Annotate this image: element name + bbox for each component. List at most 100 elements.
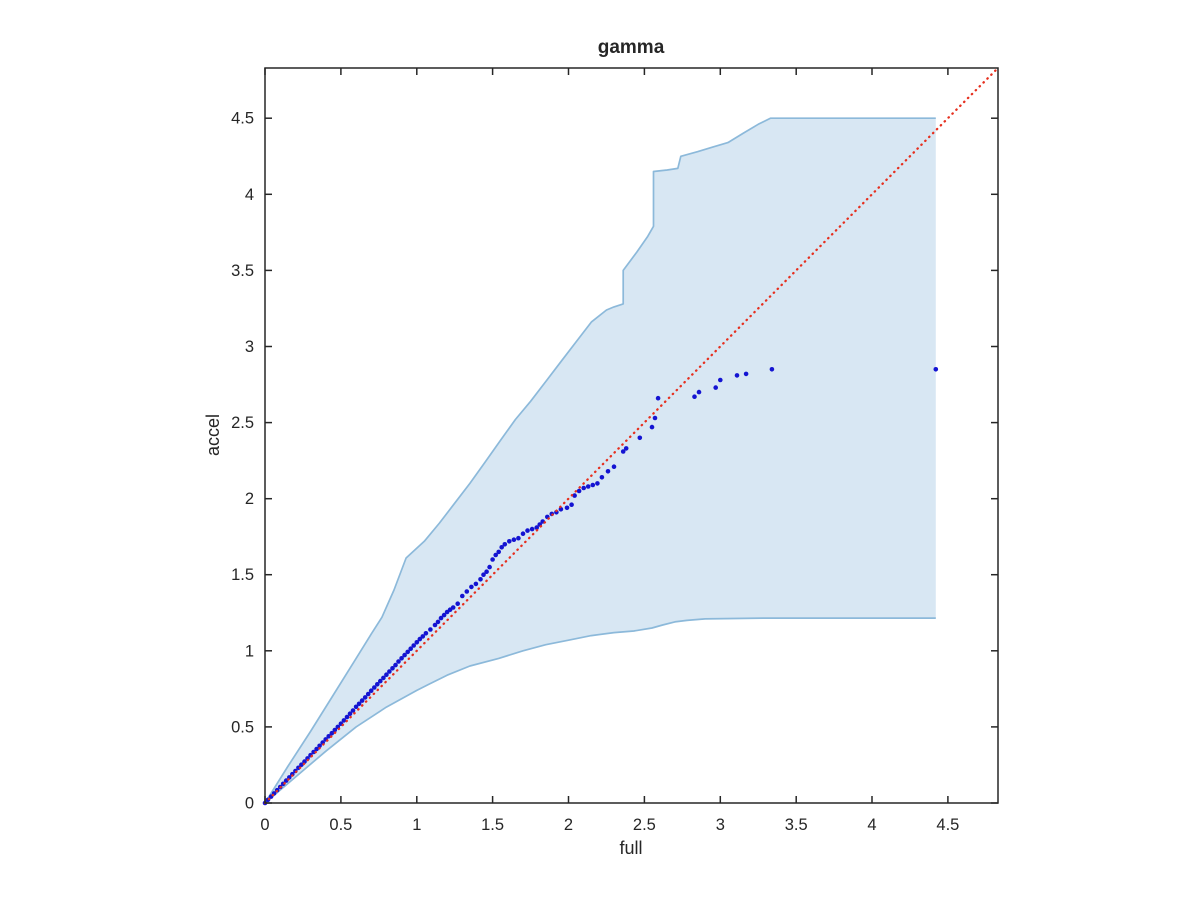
x-axis-label: full	[619, 838, 642, 858]
scatter-point	[332, 727, 338, 733]
tick-label-layer: 0 0.5 1 1.5 2 2.5 3 3.5 4 4.5 0 0.5 1 1.5 2 2.5 3 3.5 4 4.5	[231, 110, 959, 834]
scatter-point	[390, 666, 395, 671]
x-tick-label: 4	[867, 816, 876, 834]
scatter-point	[623, 446, 629, 451]
scatter-point	[347, 711, 353, 716]
scatter-point	[534, 525, 539, 530]
x-tick-label: 2.5	[633, 816, 656, 834]
scatter-point	[408, 646, 414, 651]
scatter-point	[572, 493, 577, 498]
scatter-point	[499, 545, 505, 550]
scatter-point	[441, 612, 447, 618]
scatter-point	[317, 743, 322, 749]
confidence-band-lower-edge	[264, 617, 936, 804]
scatter-point	[417, 636, 423, 642]
x-tick-label: 0.5	[329, 816, 352, 834]
scatter-point	[564, 505, 570, 511]
confidence-band-area	[265, 118, 936, 803]
scatter-point	[620, 449, 626, 454]
y-tick-label: 0.5	[231, 718, 254, 736]
x-tick-label: 1	[412, 816, 421, 834]
scatter-point	[590, 482, 596, 488]
scatter-point	[743, 371, 749, 377]
x-tick-label: 2	[564, 816, 573, 834]
scatter-point	[469, 584, 474, 590]
scatter-point	[314, 746, 319, 752]
scatter-point	[387, 669, 392, 674]
scatter-point	[438, 615, 444, 621]
scatter-point	[464, 589, 470, 594]
confidence-band-layer	[264, 117, 936, 804]
y-tick-label: 4	[245, 186, 254, 204]
identity-line	[263, 66, 1000, 805]
scatter-point	[359, 698, 365, 703]
scatter-point	[599, 475, 605, 480]
x-tick-label: 0	[260, 816, 269, 834]
scatter-point	[381, 675, 386, 681]
scatter-point	[435, 619, 441, 625]
confidence-band-upper-edge	[264, 117, 936, 804]
scatter-point	[350, 708, 356, 713]
scatter-point	[368, 688, 374, 693]
reference-line-layer	[263, 66, 1000, 805]
scatter-point	[655, 395, 661, 401]
scatter-point	[692, 394, 697, 400]
y-tick-label: 1.5	[231, 566, 254, 584]
scatter-point	[362, 695, 368, 700]
scatter-point	[423, 631, 429, 636]
scatter-point	[484, 569, 489, 574]
scatter-point	[595, 481, 600, 486]
plot-box	[264, 67, 999, 804]
scatter-point	[353, 704, 359, 710]
scatter-point	[718, 377, 723, 383]
scatter-point	[516, 535, 521, 541]
scatter-point	[487, 564, 492, 570]
scatter-point	[299, 762, 304, 767]
scatter-point	[372, 685, 377, 690]
scatter-layer	[262, 367, 939, 806]
scatter-point	[525, 528, 530, 533]
scatter-point	[576, 488, 582, 494]
scatter-point	[558, 507, 564, 512]
scatter-point	[713, 385, 718, 390]
scatter-point	[611, 464, 617, 470]
x-tick-label: 1.5	[481, 816, 504, 834]
scatter-point	[375, 682, 380, 687]
axes-layer	[264, 67, 999, 804]
scatter-point	[402, 652, 407, 658]
scatter-point	[344, 714, 350, 720]
scatter-point	[502, 542, 508, 547]
scatter-point	[496, 549, 502, 555]
scatter-point	[734, 373, 740, 378]
scatter-point	[396, 659, 401, 664]
scatter-point	[405, 649, 411, 655]
scatter-point	[384, 672, 389, 677]
x-tick-label: 3	[716, 816, 725, 834]
y-tick-label: 4.5	[231, 110, 254, 128]
scatter-point	[378, 678, 383, 684]
scatter-point	[341, 718, 347, 723]
x-tick-label: 3.5	[785, 816, 808, 834]
scatter-point	[769, 367, 775, 372]
y-tick-label: 3	[245, 338, 254, 356]
scatter-point	[460, 593, 465, 599]
scatter-point	[511, 537, 517, 542]
scatter-point	[414, 640, 420, 645]
y-tick-label: 2	[245, 490, 254, 508]
scatter-point	[637, 435, 643, 441]
scatter-point	[365, 691, 371, 697]
scatter-point	[585, 484, 591, 489]
scatter-point	[411, 643, 417, 648]
scatter-point	[393, 662, 398, 668]
scatter-point	[473, 581, 479, 587]
scatter-point	[933, 367, 939, 372]
scatter-point	[428, 627, 433, 632]
scatter-point	[326, 734, 332, 739]
scatter-point	[432, 622, 438, 628]
scatter-point	[450, 605, 456, 610]
scatter-point	[329, 730, 335, 736]
scatter-point	[652, 415, 658, 421]
scatter-point	[302, 759, 307, 764]
